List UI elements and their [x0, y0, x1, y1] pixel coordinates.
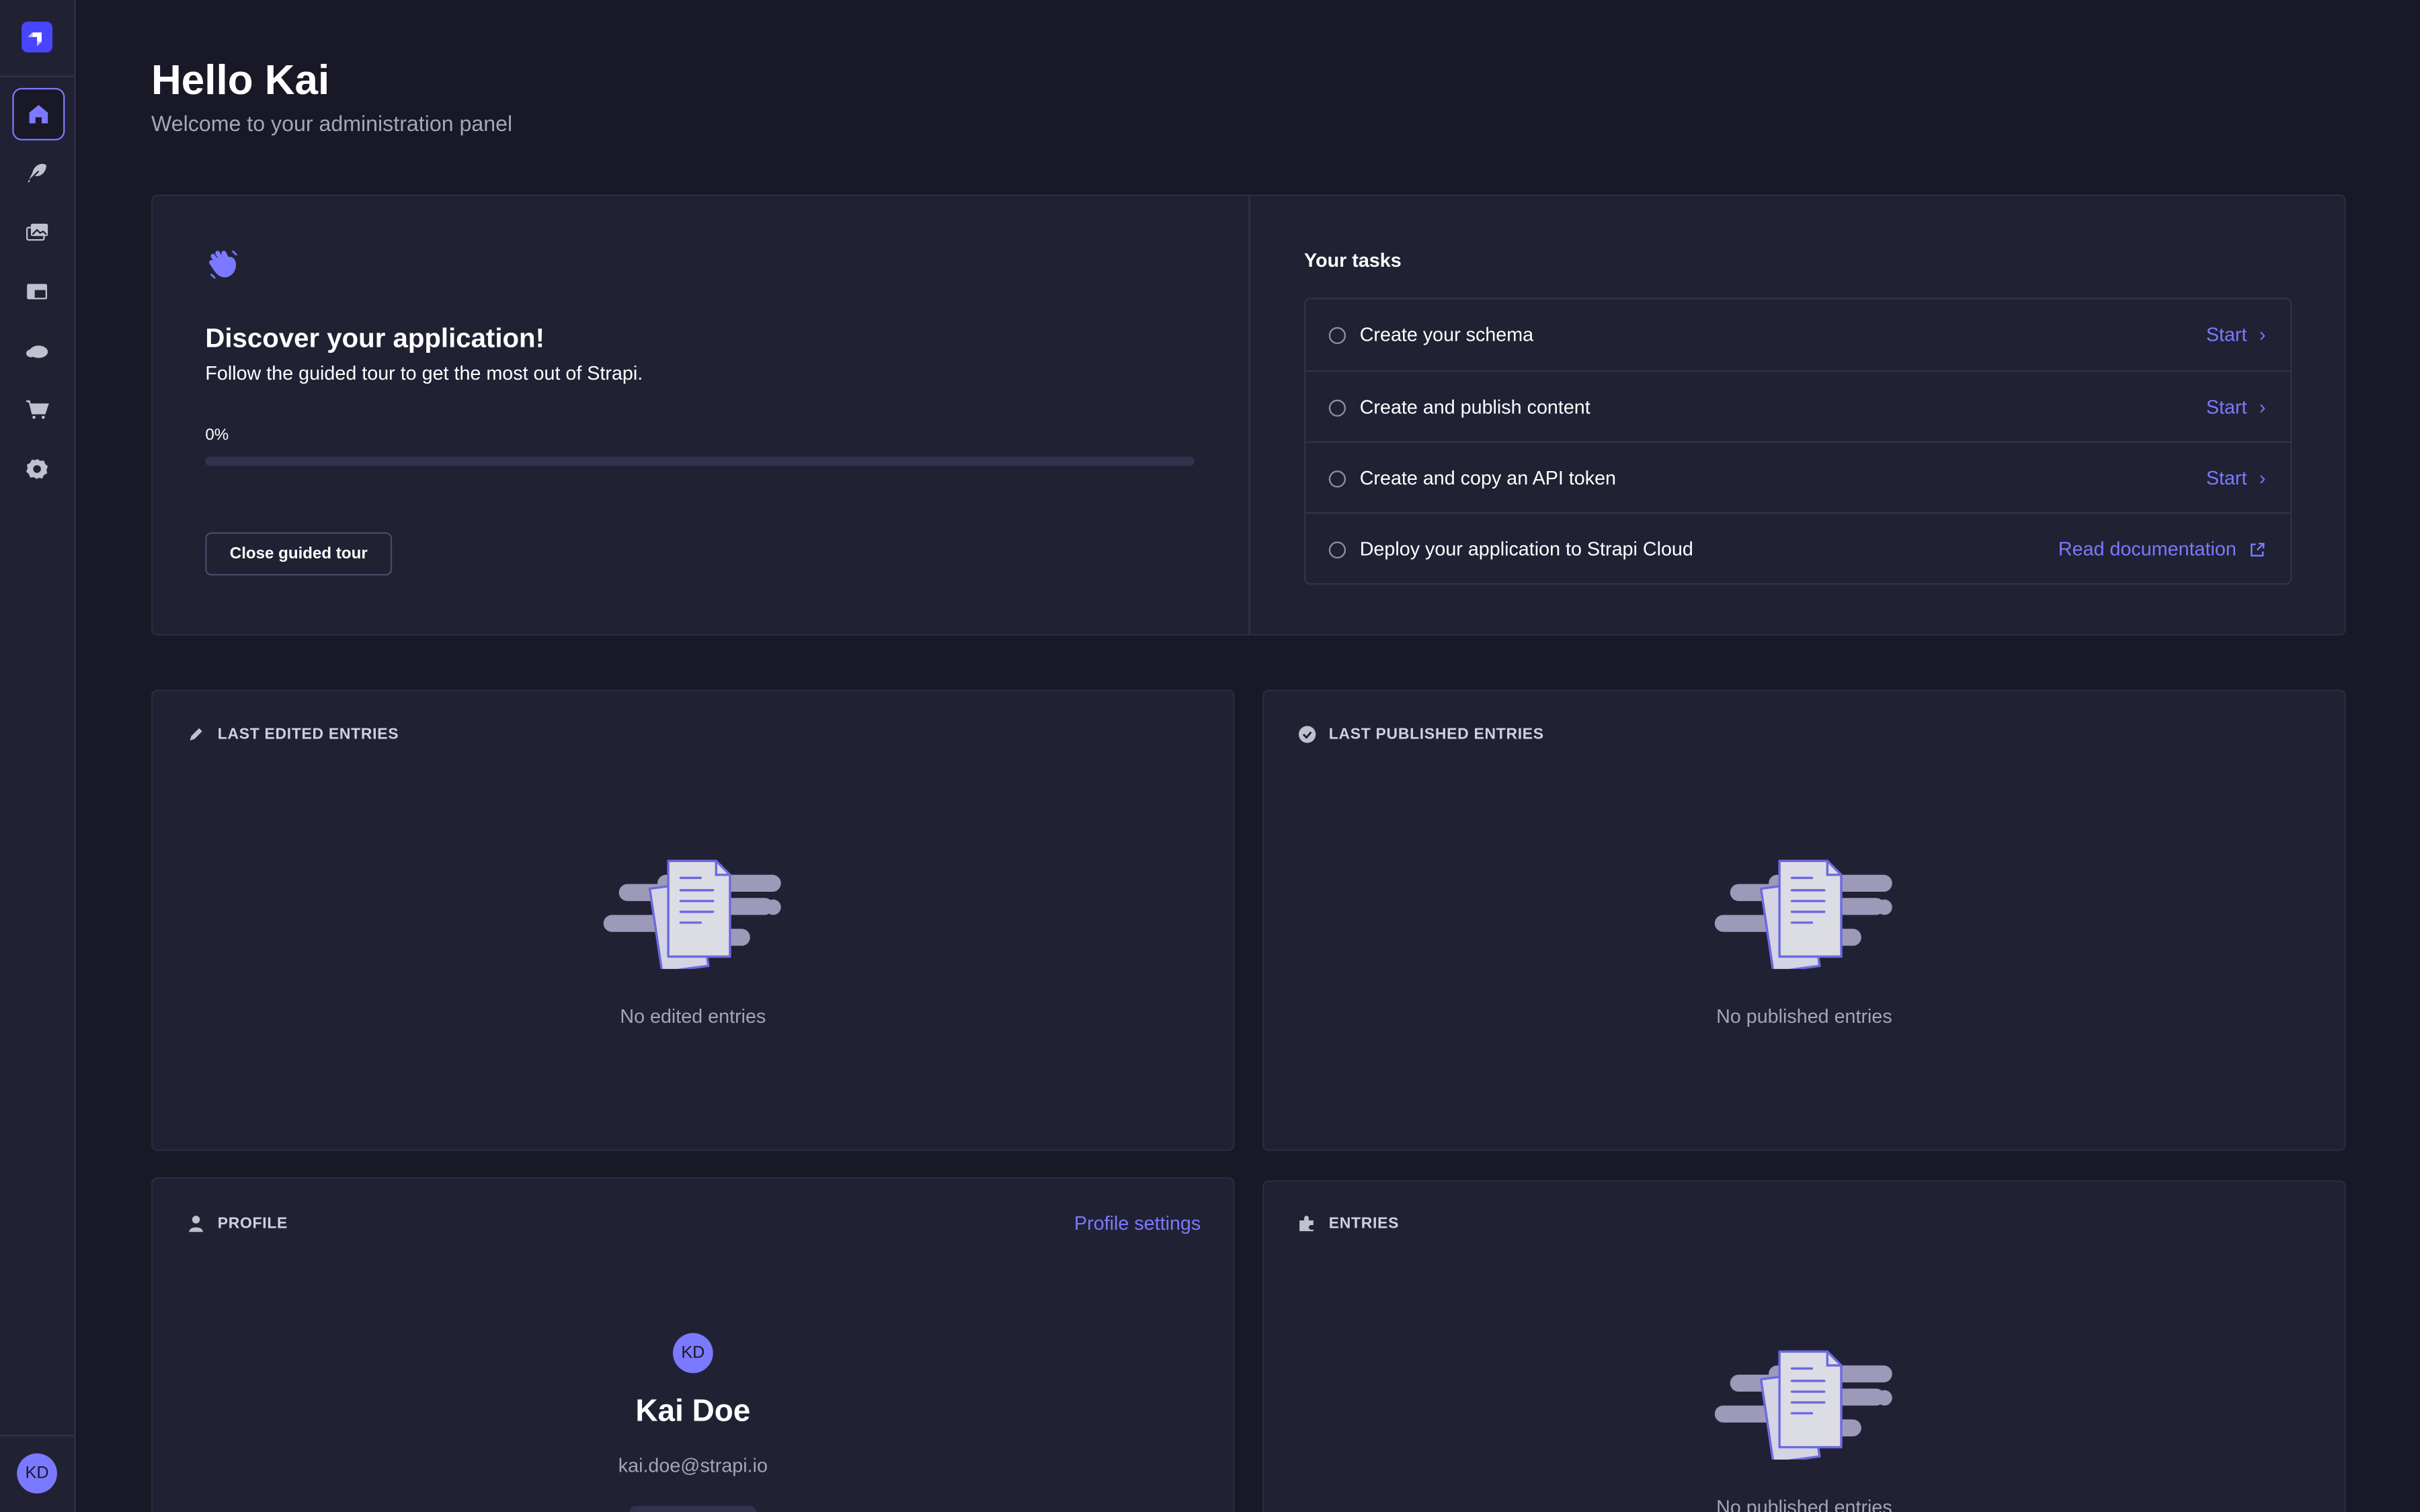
empty-state-text: No edited entries — [620, 1005, 766, 1028]
task-action-label: Start — [2206, 467, 2247, 489]
chevron-right-icon: › — [2259, 396, 2266, 419]
chevron-right-icon: › — [2259, 467, 2266, 489]
sidebar-item-content-type-builder[interactable] — [12, 148, 61, 197]
profile-email: kai.doe@strapi.io — [618, 1455, 768, 1477]
tour-description: Follow the guided tour to get the most o… — [205, 362, 643, 384]
task-start-link[interactable]: Start › — [2206, 468, 2266, 489]
profile-avatar: KD — [673, 1333, 713, 1374]
layout-icon — [27, 284, 48, 300]
card-title: ENTRIES — [1328, 1215, 1400, 1232]
task-item[interactable]: Create and copy an API token Start › — [1305, 441, 2291, 514]
task-item[interactable]: Deploy your application to Strapi Cloud … — [1305, 512, 2291, 585]
card-title: LAST PUBLISHED ENTRIES — [1328, 726, 1544, 743]
task-radio[interactable] — [1328, 540, 1346, 558]
task-radio[interactable] — [1328, 470, 1346, 487]
check-circle-icon — [1299, 726, 1316, 743]
read-documentation-link[interactable]: Read documentation — [2058, 538, 2265, 560]
feather-icon — [28, 163, 46, 182]
cart-icon — [26, 400, 49, 419]
sidebar-item-media-library[interactable] — [12, 207, 61, 256]
guided-tour-card: Discover your application! Follow the gu… — [151, 194, 2346, 636]
page-title: Hello Kai — [151, 56, 330, 103]
last-published-entries-card: LAST PUBLISHED ENTRIES No published entr… — [1262, 689, 2346, 1151]
sidebar-item-settings[interactable] — [12, 444, 61, 493]
close-guided-tour-button[interactable]: Close guided tour — [205, 532, 393, 576]
entries-card: ENTRIES No published entries — [1262, 1180, 2346, 1512]
task-item[interactable]: Create and publish content Start › — [1305, 370, 2291, 443]
user-icon — [189, 1216, 203, 1232]
chevron-right-icon: › — [2259, 324, 2266, 346]
pencil-icon — [190, 728, 202, 741]
task-start-link[interactable]: Start › — [2206, 324, 2266, 345]
task-label: Create and copy an API token — [1359, 467, 1617, 489]
tour-progress-bar — [205, 456, 1195, 466]
gear-icon — [26, 459, 48, 479]
sidebar-divider — [0, 75, 75, 77]
task-start-link[interactable]: Start › — [2206, 396, 2266, 418]
sidebar: KD — [0, 0, 76, 1512]
profile-settings-link[interactable]: Profile settings — [1074, 1212, 1201, 1234]
sidebar-item-home[interactable] — [12, 87, 65, 140]
puzzle-icon — [1299, 1216, 1314, 1232]
images-icon — [26, 223, 48, 241]
empty-documents-illustration — [1714, 1350, 1892, 1460]
wave-icon — [209, 250, 237, 279]
user-avatar[interactable]: KD — [17, 1453, 57, 1494]
task-radio[interactable] — [1328, 398, 1346, 416]
empty-state-text: No published entries — [1716, 1497, 1892, 1512]
task-action-label: Start — [2206, 396, 2247, 419]
last-edited-entries-card: LAST EDITED ENTRIES No edited entries — [151, 689, 1235, 1151]
task-item[interactable]: Create your schema Start › — [1305, 299, 2290, 370]
tour-title: Discover your application! — [205, 322, 544, 353]
empty-state-text: No published entries — [1716, 1005, 1892, 1028]
task-label: Deploy your application to Strapi Cloud — [1359, 538, 1693, 560]
tour-progress-label: 0% — [205, 425, 229, 445]
strapi-logo[interactable] — [22, 22, 53, 53]
sidebar-item-cloud[interactable] — [12, 325, 61, 374]
card-divider — [1248, 196, 1250, 634]
task-action-label: Read documentation — [2058, 538, 2236, 560]
card-title: LAST EDITED ENTRIES — [217, 726, 399, 743]
task-action-label: Start — [2206, 324, 2247, 346]
profile-name: Kai Doe — [635, 1394, 751, 1429]
home-icon — [29, 105, 48, 124]
task-label: Create and publish content — [1359, 396, 1590, 419]
task-label: Create your schema — [1359, 324, 1534, 346]
page-subtitle: Welcome to your administration panel — [151, 111, 513, 136]
task-radio[interactable] — [1328, 326, 1346, 343]
profile-action-button[interactable] — [629, 1505, 757, 1512]
sidebar-divider — [0, 1435, 75, 1437]
empty-documents-illustration — [603, 859, 781, 969]
tasks-list: Create your schema Start › Create and pub… — [1304, 298, 2292, 585]
empty-documents-illustration — [1714, 859, 1892, 969]
tasks-title: Your tasks — [1304, 249, 1402, 272]
external-link-icon — [2251, 542, 2265, 556]
card-title: PROFILE — [217, 1215, 288, 1232]
sidebar-item-content-manager[interactable] — [12, 267, 61, 316]
cloud-icon — [26, 345, 48, 358]
sidebar-item-marketplace[interactable] — [12, 384, 61, 433]
profile-card: PROFILE Profile settings KD Kai Doe kai.… — [151, 1177, 1235, 1512]
